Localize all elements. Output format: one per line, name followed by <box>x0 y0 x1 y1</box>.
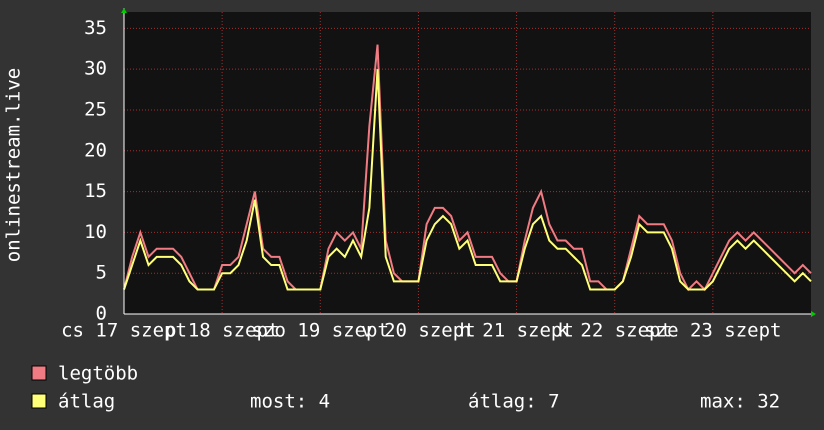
y-tick-label: 15 <box>84 180 107 202</box>
x-tick-label: p 18 szept <box>165 320 279 342</box>
legend-label: legtöbb <box>58 363 138 385</box>
x-tick-label: h 21 szept <box>459 320 573 342</box>
y-tick-label: 25 <box>84 98 107 120</box>
stat-label: max: 32 <box>700 391 780 413</box>
x-arrow <box>811 311 816 317</box>
x-tick-label: cs 17 szept <box>61 320 187 342</box>
x-tick-label: v 20 szept <box>361 320 475 342</box>
y-arrow <box>121 8 127 13</box>
y-tick-label: 30 <box>84 58 107 80</box>
plot-area <box>124 12 811 314</box>
x-tick-label: k 22 szept <box>558 320 672 342</box>
y-axis-title: onlinestream.live <box>3 68 25 262</box>
series-line <box>123 69 812 291</box>
y-tick-label: 5 <box>96 262 107 284</box>
y-tick-label: 0 <box>96 303 107 325</box>
legend-swatch <box>31 393 47 409</box>
stat-label: most: 4 <box>250 391 330 413</box>
y-tick-label: 20 <box>84 139 107 161</box>
series-line <box>123 44 812 292</box>
x-tick-label: sze 23 szept <box>644 320 781 342</box>
legend-label: átlag <box>58 391 115 413</box>
y-tick-label: 35 <box>84 17 107 39</box>
legend-swatch <box>31 365 47 381</box>
stat-label: átlag: 7 <box>468 391 560 413</box>
x-tick-label: szo 19 szept <box>252 320 389 342</box>
y-tick-label: 10 <box>84 221 107 243</box>
